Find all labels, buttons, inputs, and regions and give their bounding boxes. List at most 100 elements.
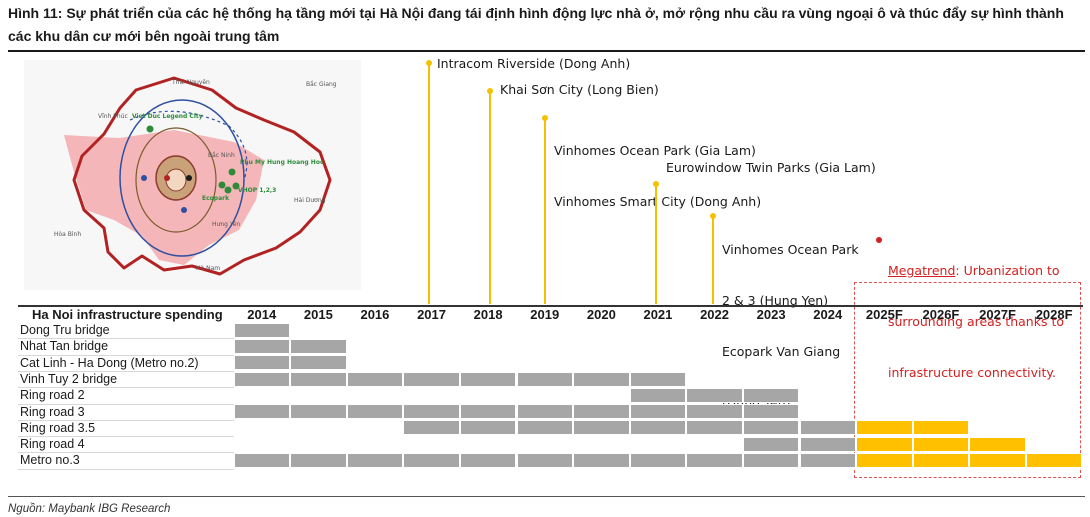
spending-cell bbox=[686, 420, 743, 436]
hanoi-map-illustration: Thái Nguyên Vĩnh Phúc Bắc Giang Bắc Ninh… bbox=[24, 60, 361, 290]
row-divider bbox=[18, 452, 234, 454]
map-label-project: Ecopark bbox=[202, 195, 230, 202]
milestone-stem bbox=[544, 118, 546, 304]
year-header: 2025F bbox=[865, 307, 903, 322]
spending-cell bbox=[629, 420, 687, 436]
year-header: 2023 bbox=[756, 307, 786, 322]
map-label-province: Vĩnh Phúc bbox=[98, 113, 128, 120]
spending-cell bbox=[629, 453, 687, 468]
row-divider bbox=[18, 436, 234, 438]
spending-cell bbox=[459, 404, 517, 420]
spending-cell bbox=[573, 404, 630, 420]
spending-cell bbox=[459, 420, 517, 436]
year-header: 2026F bbox=[922, 307, 960, 322]
row-divider bbox=[18, 338, 234, 340]
spending-cell bbox=[629, 371, 687, 387]
milestone-label-line: Intracom Riverside (Dong Anh) bbox=[437, 56, 631, 71]
map-label-province: Hà Nam bbox=[196, 265, 220, 272]
spending-cell bbox=[346, 371, 404, 387]
map-label-project: VHOP 1,2,3 bbox=[238, 187, 276, 194]
year-header: 2028F bbox=[1035, 307, 1073, 322]
milestone-label-line: Vinhomes Ocean Park (Gia Lam) bbox=[554, 143, 756, 158]
spending-cell bbox=[856, 420, 913, 436]
map-label-province: Bắc Ninh bbox=[208, 152, 235, 159]
spending-cell bbox=[233, 453, 291, 468]
source-note: Nguồn: Maybank IBG Research bbox=[8, 503, 171, 515]
map-label-project: Viet Duc Legend City bbox=[132, 113, 203, 120]
megatrend-dot bbox=[876, 237, 882, 243]
spending-cell bbox=[969, 453, 1026, 468]
year-header: 2022 bbox=[700, 307, 729, 322]
source-divider bbox=[8, 496, 1085, 497]
spending-cell bbox=[742, 453, 800, 468]
spending-cell bbox=[912, 420, 970, 436]
row-label: Ring road 2 bbox=[20, 388, 85, 403]
spending-cell bbox=[403, 404, 460, 420]
spending-cell bbox=[1025, 453, 1083, 468]
spending-cell bbox=[856, 436, 913, 452]
spending-cell bbox=[346, 453, 404, 468]
megatrend-line: infrastructure connectivity. bbox=[888, 365, 1056, 380]
spending-cell bbox=[799, 436, 857, 452]
row-divider bbox=[18, 419, 234, 421]
spending-cell bbox=[233, 322, 291, 338]
row-label: Ring road 3 bbox=[20, 404, 85, 419]
map-label-province: Hải Dương bbox=[294, 197, 326, 204]
map-label-province: Hòa Bình bbox=[54, 231, 81, 238]
spending-cell bbox=[233, 338, 291, 354]
year-header: 2018 bbox=[473, 307, 503, 322]
year-header: 2020 bbox=[586, 307, 616, 322]
spending-cell bbox=[686, 453, 743, 468]
row-divider bbox=[18, 403, 234, 405]
year-header: 2014 bbox=[247, 307, 277, 322]
map-label-province: Thái Nguyên bbox=[171, 79, 210, 86]
spending-cell bbox=[856, 453, 913, 468]
spending-cell bbox=[686, 404, 743, 420]
spending-cell bbox=[516, 404, 574, 420]
row-label: Nhat Tan bridge bbox=[20, 339, 109, 354]
spending-cell bbox=[629, 387, 687, 403]
milestone-dot bbox=[426, 60, 432, 66]
milestone-dot bbox=[487, 88, 493, 94]
year-header: 2027F bbox=[979, 307, 1016, 322]
milestone-label: Intracom Riverside (Dong Anh) bbox=[437, 55, 630, 72]
spending-cell bbox=[233, 371, 291, 387]
year-header: 2019 bbox=[530, 307, 560, 322]
milestone-label-line: 2 & 3 (Hung Yen) bbox=[722, 293, 829, 308]
spending-cell bbox=[573, 371, 630, 387]
milestone-stem bbox=[655, 185, 657, 304]
spending-cell bbox=[459, 371, 517, 387]
row-label: Vinh Tuy 2 bridge bbox=[20, 371, 118, 386]
row-divider bbox=[18, 387, 234, 389]
milestone-stem bbox=[712, 218, 714, 304]
forecast-highlight-frame bbox=[854, 282, 1081, 478]
spending-cell bbox=[799, 453, 857, 468]
spending-cell bbox=[403, 371, 460, 387]
spending-cell bbox=[233, 355, 291, 371]
milestone-label-line: Eurowindow Twin Parks (Gia Lam) bbox=[666, 160, 876, 175]
spending-cell bbox=[290, 453, 347, 468]
spending-cell bbox=[629, 404, 687, 420]
megatrend-callout: Megatrend: Urbanization to surrounding a… bbox=[888, 228, 1064, 398]
megatrend-text: : Urbanization to bbox=[955, 263, 1060, 278]
row-divider bbox=[18, 354, 234, 356]
spending-cell bbox=[516, 420, 574, 436]
spending-cell bbox=[969, 436, 1026, 452]
map-label-province: Bắc Giang bbox=[306, 81, 337, 88]
spending-cell bbox=[403, 420, 460, 436]
spending-cell bbox=[346, 404, 404, 420]
milestone-dot bbox=[653, 181, 659, 187]
map-label-province: Hưng Yên bbox=[212, 221, 240, 228]
spending-cell bbox=[290, 371, 347, 387]
row-label: Ring road 3.5 bbox=[20, 420, 96, 435]
milestone-label: Eurowindow Twin Parks (Gia Lam) bbox=[666, 159, 876, 176]
spending-cell bbox=[912, 436, 970, 452]
spending-cell bbox=[516, 453, 574, 468]
spending-cell bbox=[403, 453, 460, 468]
milestone-label-line: Vinhomes Smart City (Dong Anh) bbox=[554, 194, 762, 209]
figure-title: Hình 11: Sự phát triển của các hệ thống … bbox=[8, 5, 1064, 44]
spending-cell bbox=[516, 371, 574, 387]
milestone-label: Khai Sơn City (Long Bien) bbox=[500, 81, 659, 98]
megatrend-line: surrounding areas thanks to bbox=[888, 314, 1064, 329]
row-label: Dong Tru bridge bbox=[20, 323, 110, 337]
